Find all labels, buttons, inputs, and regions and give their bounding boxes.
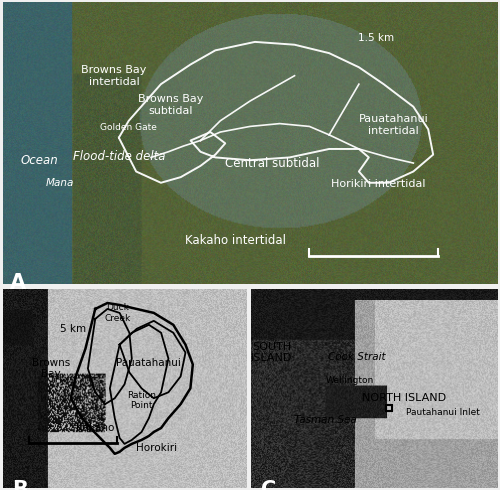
Text: Pautahanui Inlet: Pautahanui Inlet <box>406 408 480 416</box>
Text: Kakaho: Kakaho <box>76 423 114 433</box>
Text: C: C <box>261 480 276 490</box>
Text: Browns
Bay: Browns Bay <box>32 358 70 379</box>
Text: Horokiri: Horokiri <box>136 443 177 453</box>
Text: Pauatahanui
intertidal: Pauatahanui intertidal <box>358 114 428 136</box>
Text: Central subtidal: Central subtidal <box>225 156 320 170</box>
Text: Tasman Sea: Tasman Sea <box>294 415 356 425</box>
Text: Mana: Mana <box>45 178 74 188</box>
Text: 5 km: 5 km <box>60 324 86 334</box>
Text: Ration
Point: Ration Point <box>127 391 156 410</box>
Text: Browns Bay
intertidal: Browns Bay intertidal <box>81 65 146 87</box>
Text: Pauatahanui: Pauatahanui <box>116 358 182 368</box>
Text: Ocean: Ocean <box>21 154 59 167</box>
Text: Cook Strait: Cook Strait <box>328 351 386 362</box>
Text: Duck
Creek: Duck Creek <box>104 303 130 322</box>
Text: B: B <box>12 480 28 490</box>
Text: Golden Gate: Golden Gate <box>100 123 157 132</box>
Text: Horikiri intertidal: Horikiri intertidal <box>332 179 426 189</box>
Text: Kakaho intertidal: Kakaho intertidal <box>184 234 286 247</box>
Text: 1.5 km: 1.5 km <box>358 33 395 43</box>
Text: A: A <box>10 273 26 293</box>
Text: Flood-tide delta: Flood-tide delta <box>72 149 165 163</box>
Text: Wellington: Wellington <box>326 376 374 385</box>
Text: NORTH ISLAND: NORTH ISLAND <box>362 393 446 403</box>
Text: SOUTH
ISLAND: SOUTH ISLAND <box>252 342 292 364</box>
Text: Browns Bay
subtidal: Browns Bay subtidal <box>138 95 203 116</box>
